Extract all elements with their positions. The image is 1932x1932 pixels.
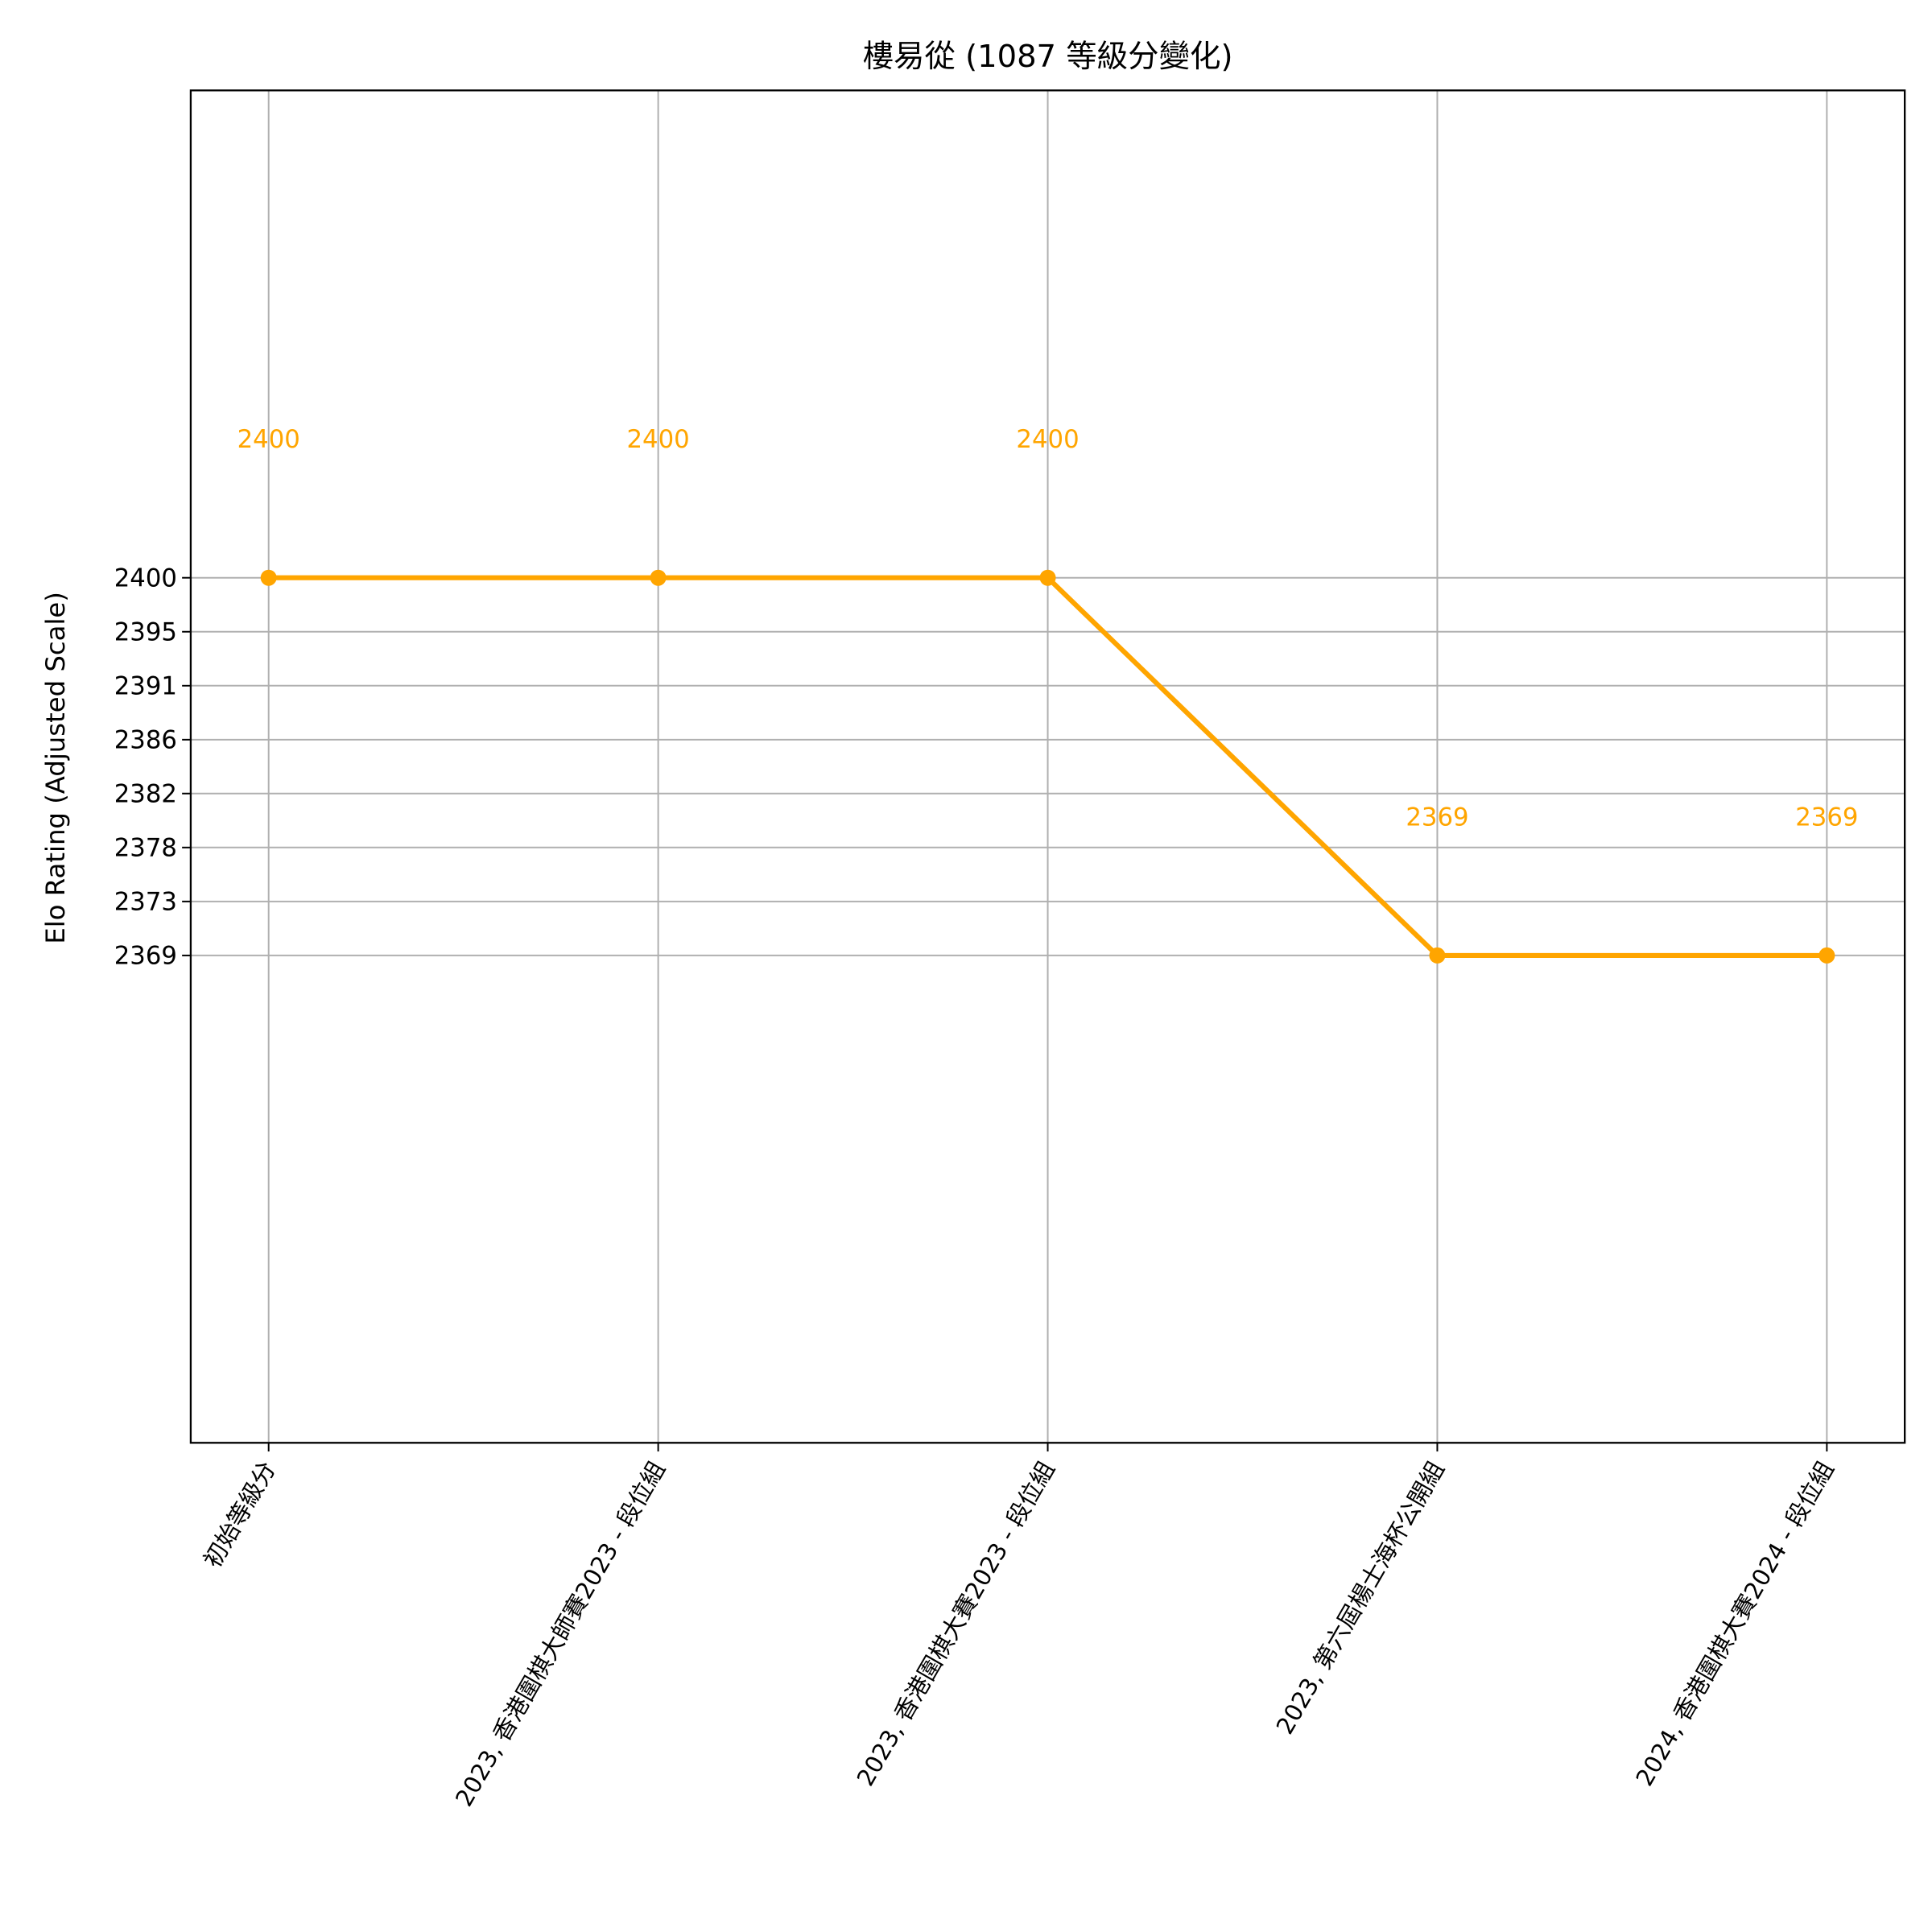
- y-tick-label: 2382: [114, 780, 177, 809]
- y-axis-label: Elo Rating (Adjusted Scale): [40, 592, 71, 944]
- data-label: 2369: [1795, 803, 1858, 832]
- point: [650, 569, 667, 586]
- point: [1039, 569, 1056, 586]
- y-tick-label: 2378: [114, 834, 177, 863]
- point: [1429, 947, 1446, 964]
- data-label: 2400: [237, 425, 300, 454]
- point: [260, 569, 277, 586]
- y-tick-label: 2391: [114, 672, 177, 701]
- point: [1818, 947, 1835, 964]
- data-label: 2369: [1406, 803, 1468, 832]
- data-label: 2400: [626, 425, 689, 454]
- y-tick-label: 2369: [114, 942, 177, 971]
- y-tick-label: 2386: [114, 726, 177, 755]
- plot-frame: [189, 89, 1906, 1444]
- y-tick-label: 2400: [114, 564, 177, 592]
- chart-title: 樓易從 (1087 等級分變化): [863, 39, 1233, 75]
- data-label: 2400: [1016, 425, 1079, 454]
- y-tick-label: 2395: [114, 618, 177, 647]
- y-tick-label: 2373: [114, 888, 177, 917]
